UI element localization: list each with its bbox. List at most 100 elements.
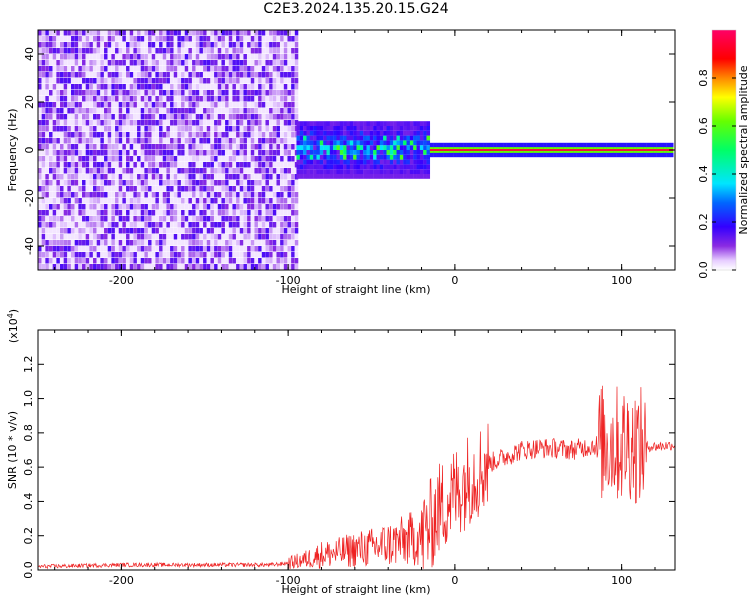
heatmap-cell [144, 102, 148, 108]
heatmap-cell [261, 192, 266, 198]
heatmap-cell [137, 102, 141, 108]
heatmap-cell [291, 84, 295, 90]
heatmap-cell [336, 130, 340, 136]
heatmap-cell [192, 210, 196, 216]
heatmap-cell [228, 210, 233, 216]
heatmap-cell [399, 135, 404, 141]
heatmap-cell [85, 264, 90, 270]
heatmap-cell [181, 198, 185, 204]
heatmap-cell [254, 42, 258, 48]
heatmap-cell [137, 72, 141, 78]
heatmap-cell [349, 121, 354, 126]
heatmap-cell [122, 138, 126, 144]
heatmap-cell [144, 120, 148, 126]
heatmap-cell [118, 138, 123, 144]
heatmap-cell [93, 198, 97, 204]
heatmap-cell [369, 164, 374, 170]
heatmap-cell [283, 216, 288, 222]
heatmap-cell [104, 174, 108, 180]
heatmap-cell [339, 130, 344, 136]
heatmap-cell [406, 150, 411, 155]
heatmap-cell [539, 149, 544, 151]
heatmap-cell [283, 54, 288, 60]
heatmap-cell [529, 149, 534, 151]
heatmap-cell [129, 150, 134, 156]
heatmap-cell [56, 36, 60, 42]
heatmap-cell [649, 149, 654, 151]
heatmap-cell [269, 216, 273, 222]
heatmap-cell [276, 78, 280, 84]
heatmap-cell [250, 210, 255, 216]
heatmap-cell [206, 150, 211, 156]
heatmap-cell [148, 162, 152, 168]
heatmap-cell [166, 60, 170, 66]
y-tick-label: 0 [23, 147, 36, 154]
heatmap-cell [96, 60, 101, 66]
heatmap-cell [67, 144, 71, 150]
heatmap-cell [181, 84, 185, 90]
heatmap-cell [100, 66, 104, 72]
heatmap-cell [258, 156, 262, 162]
heatmap-cell [366, 135, 371, 141]
heatmap-cell [49, 66, 53, 72]
heatmap-cell [359, 126, 364, 131]
heatmap-cell [71, 216, 75, 222]
heatmap-cell [254, 114, 258, 120]
heatmap-cell [287, 174, 291, 180]
heatmap-cell [38, 48, 42, 54]
heatmap-cell [41, 114, 46, 120]
heatmap-cell [313, 159, 317, 165]
heatmap-cell [291, 174, 295, 180]
heatmap-cell [118, 42, 123, 48]
heatmap-cell [107, 90, 112, 96]
heatmap-cell [85, 252, 90, 258]
heatmap-cell [104, 234, 108, 240]
heatmap-cell [206, 72, 211, 78]
heatmap-cell [111, 162, 115, 168]
heatmap-cell [543, 149, 547, 151]
heatmap-cell [195, 36, 200, 42]
heatmap-cell [104, 198, 108, 204]
heatmap-cell [225, 120, 229, 126]
heatmap-cell [356, 154, 360, 160]
heatmap-cell [45, 234, 49, 240]
heatmap-cell [296, 130, 300, 136]
heatmap-cell [203, 102, 207, 108]
heatmap-cell [38, 204, 42, 210]
heatmap-cell [100, 48, 104, 54]
heatmap-cell [170, 120, 174, 126]
heatmap-cell [144, 114, 148, 120]
heatmap-cell [56, 210, 60, 216]
heatmap-cell [188, 222, 192, 228]
heatmap-cell [49, 54, 53, 60]
heatmap-cell [96, 174, 101, 180]
heatmap-cell [192, 138, 196, 144]
heatmap-cell [265, 180, 269, 186]
heatmap-cell [126, 246, 130, 252]
heatmap-cell [195, 132, 200, 138]
heatmap-cell [41, 48, 46, 54]
heatmap-cell [52, 126, 57, 132]
heatmap-cell [137, 42, 141, 48]
heatmap-cell [151, 150, 156, 156]
heatmap-cell [148, 30, 152, 36]
heatmap-cell [111, 198, 115, 204]
heatmap-cell [265, 192, 269, 198]
heatmap-cell [261, 30, 266, 36]
heatmap-cell [129, 120, 134, 126]
heatmap-cell [265, 246, 269, 252]
heatmap-cell [181, 48, 185, 54]
heatmap-cell [210, 222, 214, 228]
heatmap-cell [85, 60, 90, 66]
heatmap-cell [269, 42, 273, 48]
heatmap-cell [386, 121, 391, 126]
heatmap-cell [38, 60, 42, 66]
heatmap-cell [356, 145, 360, 150]
heatmap-cell [115, 180, 119, 186]
heatmap-cell [287, 192, 291, 198]
heatmap-cell [45, 108, 49, 114]
heatmap-cell [261, 216, 266, 222]
heatmap-cell [85, 36, 90, 42]
heatmap-cell [203, 192, 207, 198]
heatmap-cell [254, 186, 258, 192]
